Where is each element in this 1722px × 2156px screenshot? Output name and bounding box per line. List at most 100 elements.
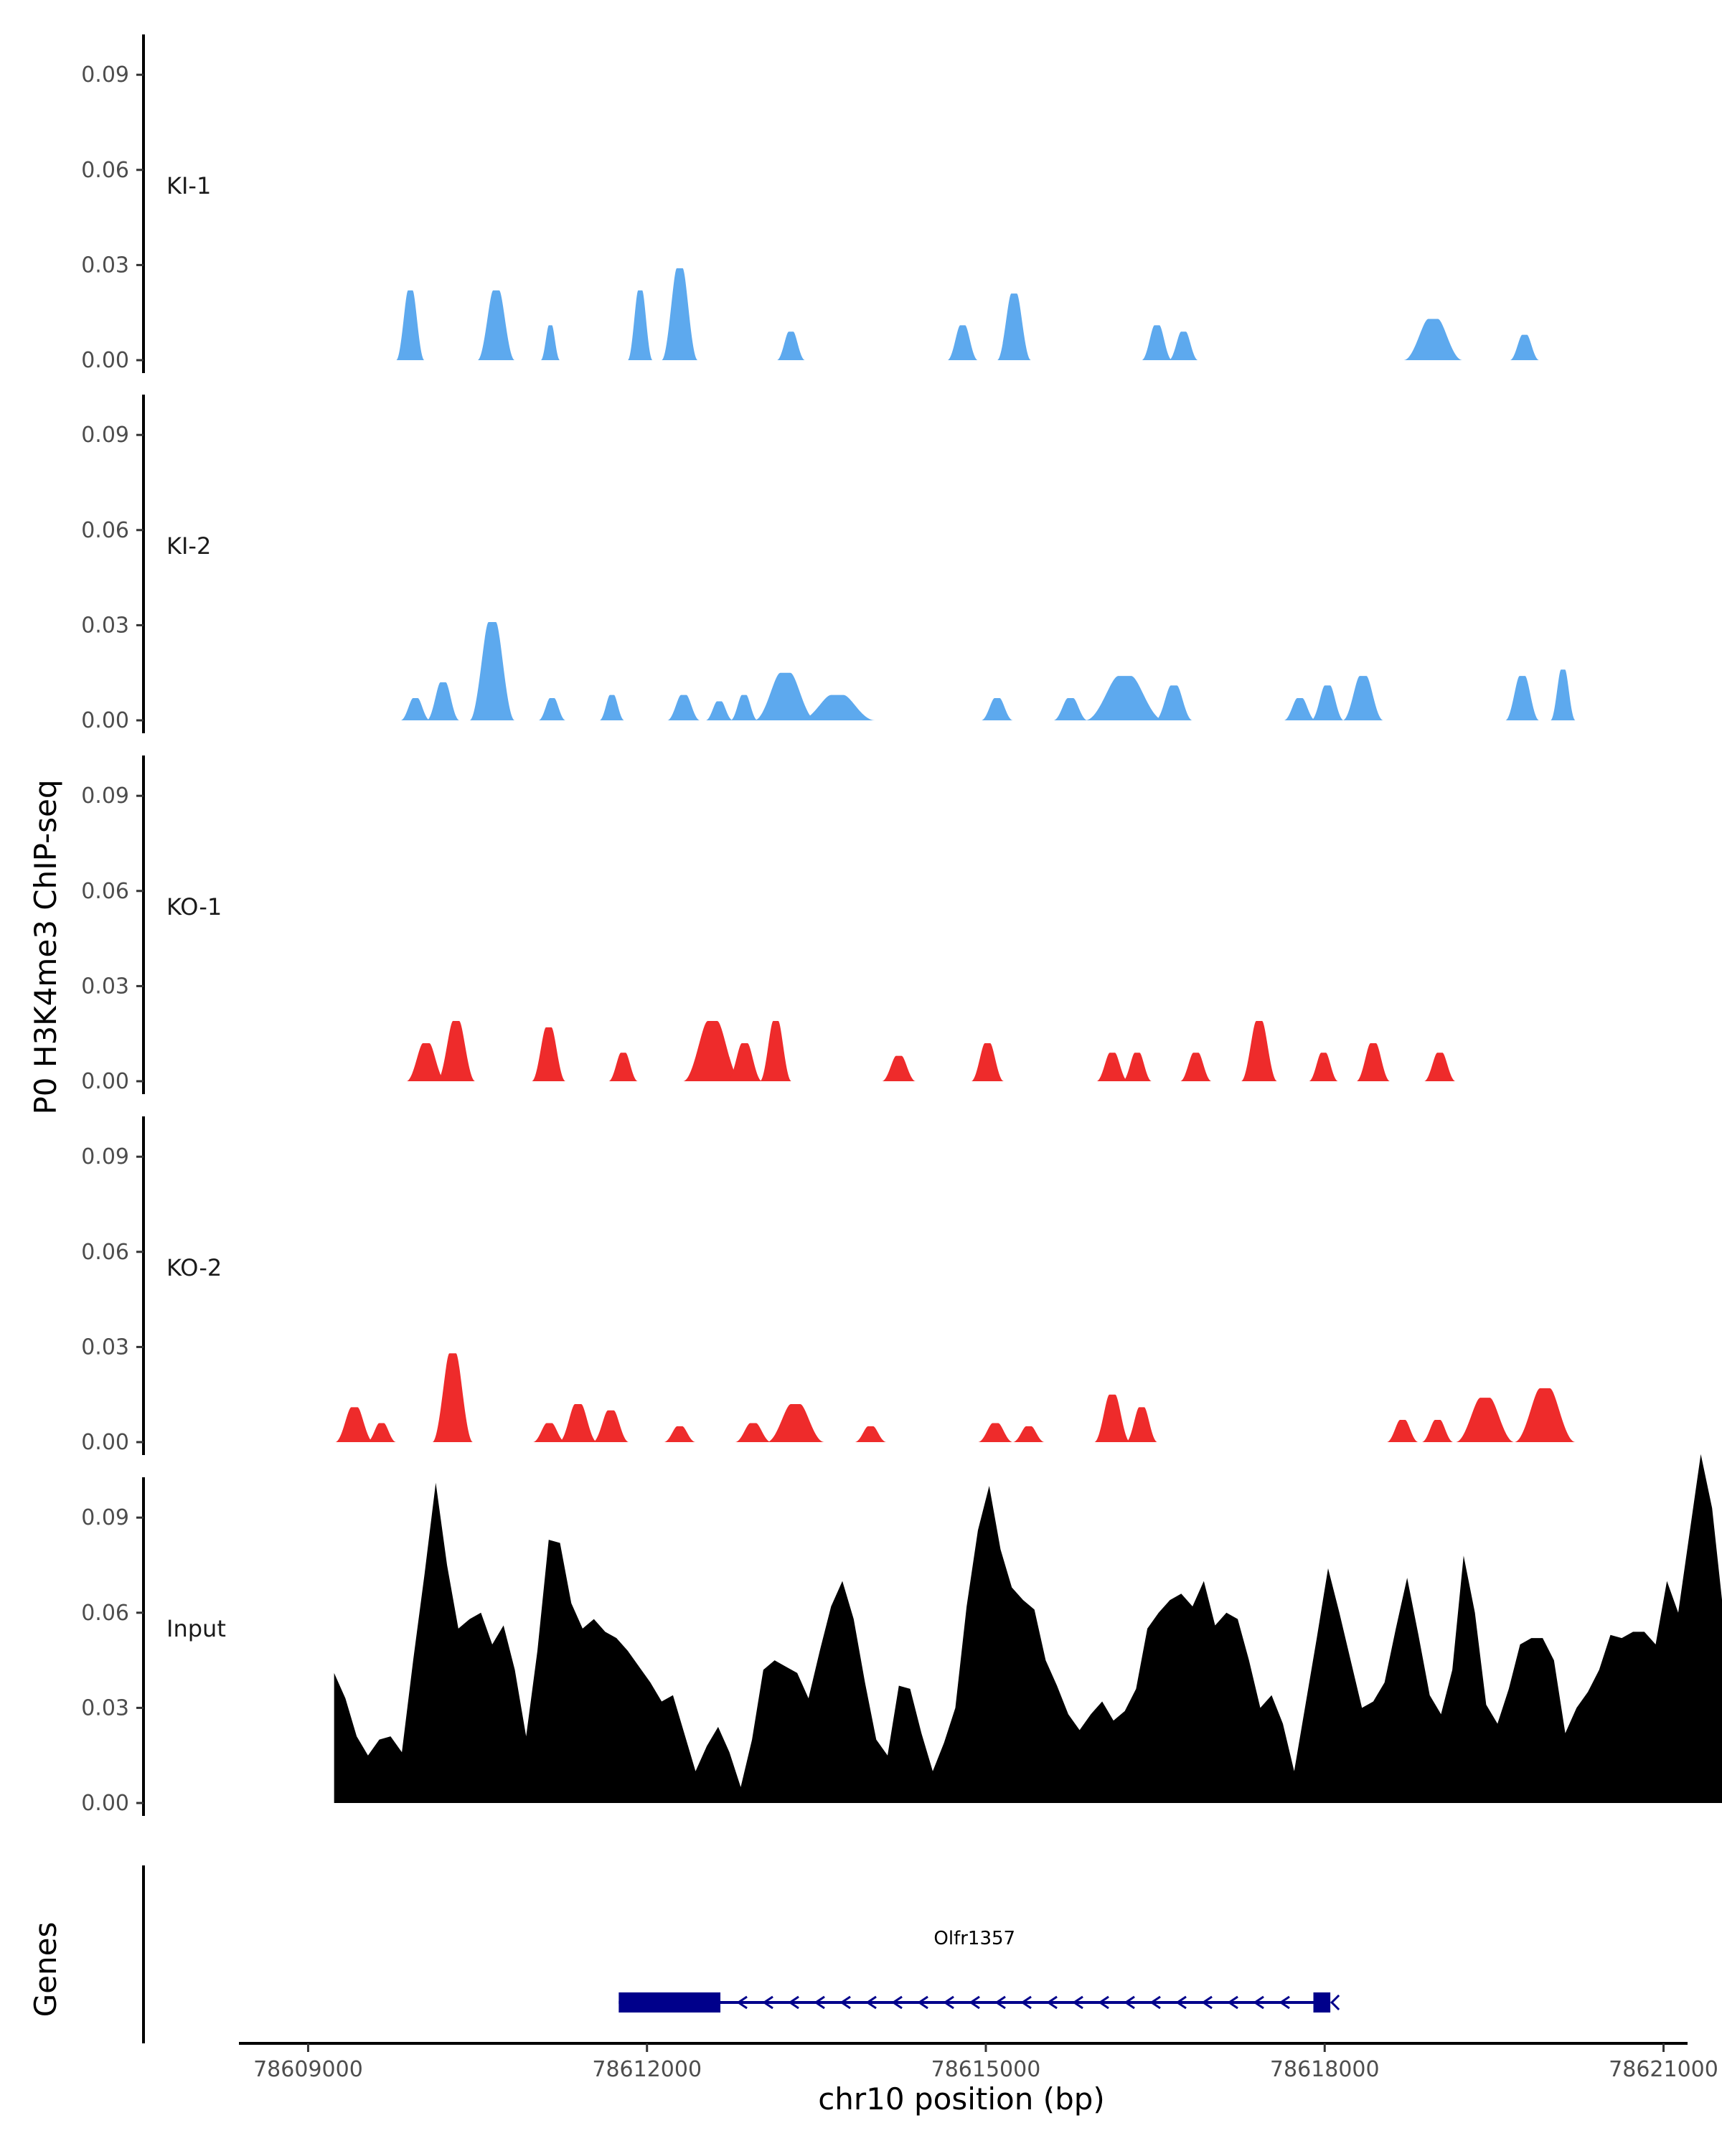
y-tick-label: 0.06 xyxy=(81,158,129,183)
signal-peak xyxy=(1505,676,1540,720)
strand-arrow xyxy=(891,1995,903,2010)
strand-arrow xyxy=(1098,1995,1109,2010)
signal-area xyxy=(334,1454,1722,1803)
y-tick-label: 0.09 xyxy=(81,1505,129,1530)
strand-arrow xyxy=(1330,1994,1340,2011)
signal-peak xyxy=(406,1042,446,1081)
signal-peak xyxy=(1356,1042,1391,1081)
strand-arrow xyxy=(1046,1995,1058,2010)
strand-arrow xyxy=(917,1995,928,2010)
signal-peak xyxy=(396,290,425,360)
strand-arrow xyxy=(1124,1995,1135,2010)
signal-peak xyxy=(477,290,515,360)
y-tick-label: 0.09 xyxy=(81,423,129,448)
signal-peak xyxy=(599,695,625,720)
signal-peak xyxy=(1012,1426,1045,1442)
y-tick-label: 0.09 xyxy=(81,783,129,809)
track-label: KI-2 xyxy=(166,532,211,560)
signal-peak xyxy=(1122,1053,1152,1081)
signal-peak xyxy=(1424,1053,1456,1081)
signal-peak xyxy=(971,1042,1004,1081)
strand-arrow xyxy=(1149,1995,1161,2010)
signal-peak xyxy=(667,695,700,720)
strand-arrow xyxy=(839,1995,851,2010)
signal-peak xyxy=(1309,1053,1339,1081)
strand-arrow xyxy=(1201,1995,1213,2010)
track-ko-2: 0.00 0.03 0.06 0.09 KO-2 xyxy=(81,1116,1576,1455)
signal-peak xyxy=(426,682,460,720)
gene-track-title: Genes xyxy=(28,1922,63,2018)
track-label: Input xyxy=(166,1615,226,1642)
signal-peak xyxy=(799,695,875,720)
signal-peak xyxy=(997,293,1031,360)
strand-arrow xyxy=(762,1995,773,2010)
y-tick-label: 0.00 xyxy=(81,348,129,373)
track-ki-1: 0.00 0.03 0.06 0.09 KI-1 xyxy=(81,34,1540,373)
x-tick-label: 78609000 xyxy=(253,2057,363,2082)
track-label: KO-2 xyxy=(166,1254,222,1281)
signal-peak xyxy=(662,268,698,360)
track-label: KO-1 xyxy=(166,893,222,921)
signal-peak xyxy=(1514,1388,1576,1442)
signal-peak xyxy=(432,1353,474,1442)
signal-peak xyxy=(1180,1053,1212,1081)
track-ko-1: 0.00 0.03 0.06 0.09 KO-1 xyxy=(81,755,1456,1094)
signal-peak xyxy=(977,1423,1013,1442)
strand-arrow xyxy=(1072,1995,1083,2010)
track-ki-2: 0.00 0.03 0.06 0.09 KI-2 xyxy=(81,395,1576,733)
x-tick-label: 78621000 xyxy=(1609,2057,1718,2082)
signal-peak xyxy=(335,1407,374,1442)
signal-peak xyxy=(1085,676,1165,720)
x-tick-label: 78615000 xyxy=(931,2057,1041,2082)
signal-peak xyxy=(367,1423,397,1442)
signal-peak xyxy=(1053,698,1088,720)
strand-arrow xyxy=(994,1995,1006,2010)
y-tick-label: 0.06 xyxy=(81,879,129,904)
y-tick-label: 0.03 xyxy=(81,1334,129,1360)
signal-tracks: 0.00 0.03 0.06 0.09 KI-1 0.00 0.03 0.06 0.09 KI-2… xyxy=(81,34,1722,1816)
signal-peak xyxy=(558,1403,598,1442)
signal-peak xyxy=(947,325,978,360)
gene-track: Olfr1357 xyxy=(142,1865,1340,2043)
strand-arrow xyxy=(1253,1995,1264,2010)
signal-peak xyxy=(705,701,733,720)
signal-peak xyxy=(608,1053,639,1081)
signal-peak xyxy=(1510,334,1540,360)
strand-arrow xyxy=(865,1995,877,2010)
track-label: KI-1 xyxy=(166,172,211,199)
signal-peak xyxy=(776,331,806,360)
signal-peak xyxy=(1386,1420,1418,1442)
strand-arrow xyxy=(1227,1995,1238,2010)
signal-peak xyxy=(532,1027,566,1081)
y-tick-label: 0.00 xyxy=(81,708,129,733)
y-tick-label: 0.03 xyxy=(81,974,129,999)
x-tick-label: 78612000 xyxy=(592,2057,702,2082)
signal-peak xyxy=(1241,1021,1278,1081)
strand-arrow xyxy=(814,1995,825,2010)
signal-peak xyxy=(1342,676,1384,720)
x-axis-title: chr10 position (bp) xyxy=(818,2081,1105,2117)
strand-arrow xyxy=(969,1995,980,2010)
signal-peak xyxy=(1142,325,1172,360)
y-tick-label: 0.03 xyxy=(81,253,129,278)
strand-arrow xyxy=(1279,1995,1290,2010)
y-tick-label: 0.06 xyxy=(81,1601,129,1626)
signal-peak xyxy=(730,695,758,720)
y-tick-label: 0.03 xyxy=(81,613,129,638)
gene-exon xyxy=(1313,1992,1331,2013)
y-tick-label: 0.06 xyxy=(81,1240,129,1265)
signal-peak xyxy=(664,1426,696,1442)
signal-peak xyxy=(627,290,653,360)
signal-peak xyxy=(593,1410,629,1442)
signal-peak xyxy=(727,1042,763,1081)
signal-peak xyxy=(469,621,515,720)
signal-peak xyxy=(1311,685,1345,720)
strand-arrow xyxy=(736,1995,748,2010)
signal-peak xyxy=(981,698,1013,720)
strand-arrow xyxy=(1020,1995,1032,2010)
signal-peak xyxy=(1094,1394,1131,1442)
signal-peak xyxy=(735,1423,771,1442)
signal-peak xyxy=(538,698,566,720)
